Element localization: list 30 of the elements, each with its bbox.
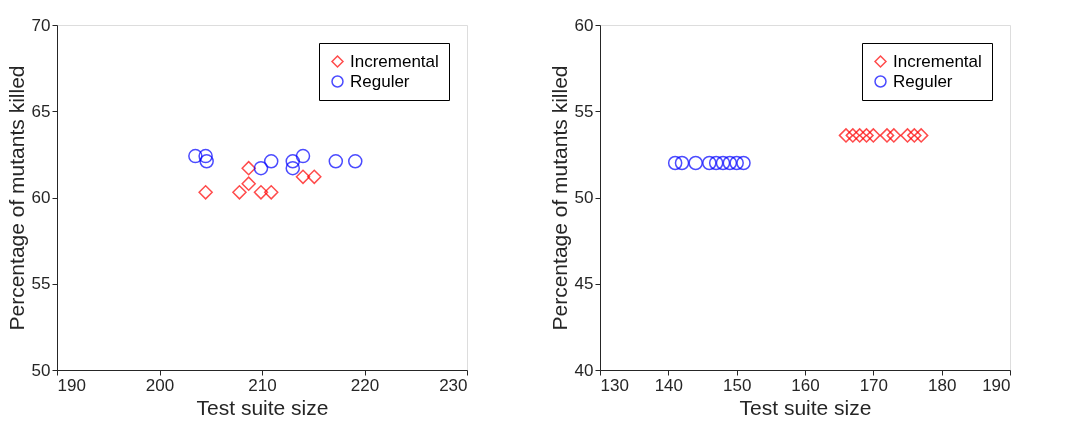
- y-tick-label: 60: [574, 15, 594, 35]
- y-tick-label: 60: [31, 188, 51, 207]
- x-axis-title: Test suite size: [196, 395, 329, 419]
- legend-label: Reguler: [893, 71, 953, 91]
- x-tick-label: 140: [654, 375, 684, 395]
- x-tick-label: 180: [927, 375, 957, 395]
- x-tick-label: 230: [439, 375, 468, 395]
- x-tick-label: 190: [57, 375, 86, 395]
- x-tick-label: 160: [791, 375, 820, 395]
- y-tick-label: 40: [574, 360, 594, 380]
- y-axis-title: Percentage of mutants killed: [547, 65, 571, 331]
- x-tick-label: 170: [859, 375, 889, 395]
- y-tick-label: 55: [31, 274, 51, 294]
- y-tick-label: 50: [574, 188, 594, 207]
- x-axis-title: Test suite size: [739, 395, 872, 419]
- legend-label: Reguler: [350, 71, 410, 91]
- x-tick-label: 190: [982, 375, 1011, 395]
- y-axis-title: Percentage of mutants killed: [4, 65, 28, 331]
- y-tick-label: 70: [31, 15, 51, 35]
- y-tick-label: 45: [574, 274, 594, 294]
- x-tick-label: 210: [248, 375, 277, 395]
- y-tick-label: 50: [31, 360, 51, 380]
- legend-label: Incremental: [893, 51, 982, 71]
- x-tick-label: 130: [600, 375, 629, 395]
- y-tick-label: 65: [31, 101, 51, 121]
- x-tick-label: 150: [722, 375, 752, 395]
- x-tick-label: 220: [350, 375, 380, 395]
- y-tick-label: 55: [574, 101, 594, 121]
- legend-label: Incremental: [350, 51, 439, 71]
- x-tick-label: 200: [145, 375, 175, 395]
